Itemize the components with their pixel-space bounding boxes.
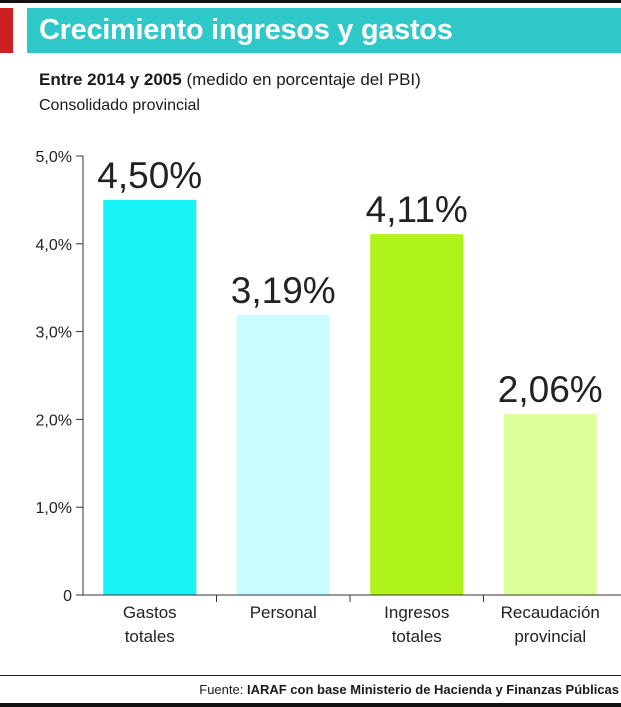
- category-label-0: Gastos totales: [123, 603, 177, 646]
- source-note: Fuente: IARAF con base Ministerio de Hac…: [199, 682, 619, 697]
- data-label-0: 4,50%: [97, 155, 202, 196]
- subtitle-measure: (medido en porcentaje del PBI): [181, 70, 421, 89]
- source-label: Fuente:: [199, 682, 247, 697]
- source-text: IARAF con base Ministerio de Hacienda y …: [246, 682, 619, 697]
- data-label-2: 4,11%: [366, 189, 468, 230]
- subtitle-period: Entre 2014 y 2005: [39, 70, 182, 89]
- subtitle-scope: Consolidado provincial: [39, 97, 200, 114]
- red-accent-block: [0, 8, 13, 53]
- data-label-3: 2,06%: [498, 369, 603, 410]
- chart-title: Crecimiento ingresos y gastos: [39, 14, 453, 46]
- y-tick-label-4: 4,0%: [36, 237, 72, 254]
- y-tick-label-3: 3,0%: [36, 325, 72, 342]
- title-bar: Crecimiento ingresos y gastos: [27, 8, 621, 53]
- bar-3: [503, 414, 597, 595]
- subtitle: Entre 2014 y 2005 (medido en porcentaje …: [39, 70, 421, 90]
- bottom-rule: [0, 675, 621, 676]
- bar-2: [370, 234, 464, 595]
- bar-chart: 4,50% 3,19% 4,11% 2,06% 0 1,0% 2,0% 3,0% 4,0% 5,0…: [36, 149, 621, 646]
- bar-0: [103, 199, 197, 595]
- y-tick-label-0: 0: [63, 588, 72, 605]
- bar-1: [236, 314, 330, 595]
- top-rule: [0, 0, 621, 3]
- y-tick-label-5: 5,0%: [36, 149, 72, 166]
- bottom-thick-rule: [0, 703, 621, 707]
- category-label-3: Recaudación provincial: [501, 603, 600, 646]
- data-label-1: 3,19%: [231, 270, 336, 311]
- category-label-1: Personal: [250, 603, 317, 622]
- y-tick-label-2: 2,0%: [36, 412, 72, 429]
- y-tick-label-1: 1,0%: [36, 500, 72, 517]
- category-label-2: Ingresos totales: [384, 603, 449, 646]
